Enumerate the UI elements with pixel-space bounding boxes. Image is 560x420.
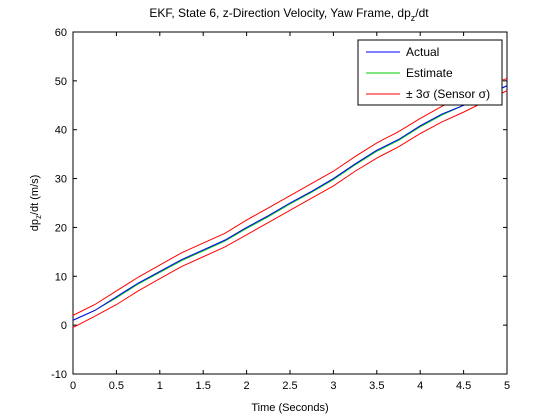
series-upper-bound-line [72,77,508,316]
y-axis-label-subscript: z [34,215,43,219]
x-tick-label: 2 [244,380,250,392]
chart-title: EKF, State 6, z-Direction Velocity, Yaw … [149,6,429,23]
x-tick-label: 1.5 [196,380,211,392]
y-tick-label: 60 [55,27,67,39]
x-tick-label: 5 [504,380,510,392]
series-lower-bound-line [72,90,508,329]
x-tick-label: 0.5 [109,380,124,392]
y-axis-ticks: -10 0 10 20 30 40 50 60 [51,27,507,381]
y-tick-label: 10 [55,271,67,283]
legend-label-actual: Actual [406,45,439,59]
chart-title-subscript: z [411,13,416,23]
x-tick-label: 0 [70,380,76,392]
series-actual-line [72,85,508,321]
x-axis-ticks: 0 0.5 1 1.5 2 2.5 3 3.5 4 4.5 5 [70,32,510,392]
y-tick-label: 40 [55,125,67,137]
x-tick-label: 4.5 [456,380,471,392]
x-tick-label: 3 [330,380,336,392]
y-axis-label-tail: /dt (m/s) [29,175,41,215]
x-tick-label: 4 [417,380,423,392]
y-tick-label: -10 [51,369,67,381]
chart-title-tail: /dt [415,6,429,20]
series-layer [72,77,508,329]
x-tick-label: 1 [157,380,163,392]
legend-label-bounds: ± 3σ (Sensor σ) [406,87,490,101]
legend: Actual Estimate ± 3σ (Sensor σ) [357,39,503,106]
y-tick-label: 0 [61,320,67,332]
y-axis-label: dpz/dt (m/s) [29,175,43,232]
x-axis-label: Time (Seconds) [251,402,328,414]
y-tick-label: 50 [55,76,67,88]
series-estimate-line [72,85,508,321]
y-axis-label-main: dp [29,219,41,231]
legend-label-estimate: Estimate [406,66,453,80]
x-tick-label: 3.5 [369,380,384,392]
x-tick-label: 2.5 [282,380,297,392]
y-tick-label: 30 [55,174,67,186]
y-tick-label: 20 [55,222,67,234]
chart-title-main: EKF, State 6, z-Direction Velocity, Yaw … [149,6,411,20]
